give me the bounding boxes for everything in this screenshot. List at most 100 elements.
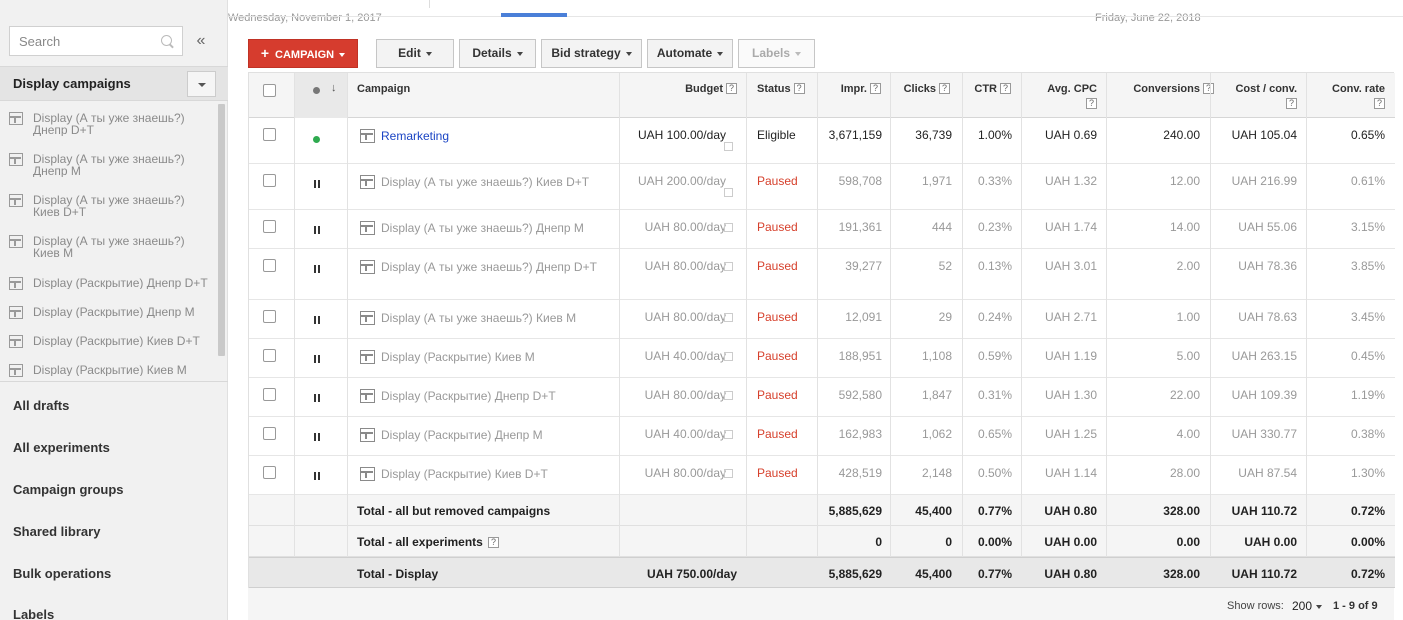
pause-icon[interactable] — [314, 394, 320, 402]
pause-icon[interactable] — [314, 180, 320, 188]
nav-all-experiments[interactable]: All experiments — [13, 440, 110, 455]
edit-budget-icon[interactable] — [724, 142, 733, 151]
cell-budget[interactable]: UAH 40.00/day — [644, 349, 726, 363]
row-checkbox[interactable] — [263, 388, 276, 401]
edit-budget-icon[interactable] — [724, 391, 733, 400]
row-checkbox[interactable] — [263, 427, 276, 440]
eligible-status-icon[interactable] — [313, 136, 320, 143]
campaign-icon — [9, 277, 23, 290]
edit-budget-icon[interactable] — [724, 188, 733, 197]
help-icon[interactable]: ? — [1086, 98, 1097, 109]
col-campaign[interactable]: Campaign — [357, 83, 410, 96]
campaign-name-link[interactable]: Display (А ты уже знаешь?) Днепр D+T — [381, 260, 597, 274]
cell-budget[interactable]: UAH 100.00/day — [637, 128, 726, 142]
pause-icon[interactable] — [314, 472, 320, 480]
help-icon[interactable]: ? — [726, 83, 737, 94]
sidebar-campaign-item[interactable]: Display (А ты уже знаешь?) Киев М — [9, 235, 214, 263]
edit-budget-icon[interactable] — [724, 352, 733, 361]
show-rows-select[interactable]: 200 — [1292, 599, 1323, 613]
sidebar-campaign-item[interactable]: Display (Раскрытие) Днепр D+T — [9, 277, 214, 291]
campaign-name-link[interactable]: Display (Раскрытие) Днепр М — [381, 428, 543, 442]
help-icon[interactable]: ? — [488, 537, 499, 548]
row-checkbox[interactable] — [263, 128, 276, 141]
campaign-name-link[interactable]: Display (Раскрытие) Киев D+T — [381, 467, 548, 481]
cell-budget[interactable]: UAH 40.00/day — [644, 427, 726, 441]
sidebar-campaign-item[interactable]: Display (Раскрытие) Киев D+T — [9, 335, 214, 349]
cell-budget[interactable]: UAH 80.00/day — [644, 310, 726, 324]
help-icon[interactable]: ? — [1374, 98, 1385, 109]
help-icon[interactable]: ? — [1286, 98, 1297, 109]
pause-icon[interactable] — [314, 355, 320, 363]
details-button[interactable]: Details — [459, 39, 536, 68]
bid-strategy-button[interactable]: Bid strategy — [541, 39, 642, 68]
row-checkbox[interactable] — [263, 174, 276, 187]
col-conversions[interactable]: Conversions? — [1104, 83, 1214, 96]
campaign-name-link[interactable]: Remarketing — [381, 129, 450, 143]
sidebar-campaign-item[interactable]: Display (А ты уже знаешь?) Днепр D+T — [9, 112, 214, 140]
new-campaign-button[interactable]: + CAMPAIGN — [248, 39, 358, 68]
row-checkbox[interactable] — [263, 220, 276, 233]
nav-bulk-operations[interactable]: Bulk operations — [13, 566, 112, 581]
row-checkbox[interactable] — [263, 466, 276, 479]
sidebar-scrollbar[interactable] — [218, 104, 225, 356]
col-clicks[interactable]: Clicks? — [894, 83, 950, 96]
col-conv-rate[interactable]: Conv. rate? — [1309, 83, 1385, 109]
campaign-name-link[interactable]: Display (А ты уже знаешь?) Киев М — [381, 311, 577, 325]
edit-budget-icon[interactable] — [724, 430, 733, 439]
cell-budget[interactable]: UAH 80.00/day — [644, 220, 726, 234]
section-title: Display campaigns — [0, 66, 228, 101]
labels-button[interactable]: Labels — [738, 39, 815, 68]
row-checkbox[interactable] — [263, 310, 276, 323]
help-icon[interactable]: ? — [939, 83, 950, 94]
pause-icon[interactable] — [314, 226, 320, 234]
help-icon[interactable]: ? — [793, 83, 805, 94]
campaign-name-link[interactable]: Display (Раскрытие) Днепр D+T — [381, 389, 556, 403]
col-status[interactable]: Status? — [757, 83, 805, 96]
help-icon[interactable]: ? — [1203, 83, 1214, 94]
pause-icon[interactable] — [314, 265, 320, 273]
sort-arrow-icon[interactable]: ↓ — [331, 82, 337, 94]
cell-budget[interactable]: UAH 80.00/day — [644, 388, 726, 402]
cell-budget[interactable]: UAH 80.00/day — [644, 259, 726, 273]
nav-campaign-groups[interactable]: Campaign groups — [13, 482, 124, 497]
pause-icon[interactable] — [314, 316, 320, 324]
campaign-name-link[interactable]: Display (Раскрытие) Киев М — [381, 350, 535, 364]
row-checkbox[interactable] — [263, 349, 276, 362]
edit-budget-icon[interactable] — [724, 313, 733, 322]
collapse-sidebar-button[interactable]: « — [196, 32, 206, 49]
status-sort-column[interactable] — [295, 73, 347, 118]
sidebar-campaign-item[interactable]: Display (Раскрытие) Киев М — [9, 364, 214, 378]
row-checkbox[interactable] — [263, 259, 276, 272]
show-rows-value: 200 — [1292, 599, 1313, 613]
sidebar-campaign-label: Display (А ты уже знаешь?) Киев М — [33, 235, 185, 260]
col-budget[interactable]: Budget? — [629, 83, 737, 96]
help-icon[interactable]: ? — [870, 83, 881, 94]
help-icon[interactable]: ? — [1000, 83, 1011, 94]
campaign-name-link[interactable]: Display (А ты уже знаешь?) Днепр М — [381, 221, 584, 235]
nav-shared-library[interactable]: Shared library — [13, 524, 101, 539]
automate-button[interactable]: Automate — [647, 39, 733, 68]
cell-status: Paused — [757, 220, 798, 234]
search-icon[interactable] — [161, 35, 172, 46]
cell-budget[interactable]: UAH 200.00/day — [637, 174, 726, 188]
campaign-name-link[interactable]: Display (А ты уже знаешь?) Киев D+T — [381, 175, 590, 189]
cell-conv: 22.00 — [1169, 388, 1200, 402]
pause-icon[interactable] — [314, 433, 320, 441]
col-ctr[interactable]: CTR? — [963, 83, 1011, 96]
col-impr[interactable]: Impr.? — [829, 83, 881, 96]
nav-all-drafts[interactable]: All drafts — [13, 398, 70, 413]
edit-budget-icon[interactable] — [724, 262, 733, 271]
col-avg-cpc[interactable]: Avg. CPC? — [1029, 83, 1097, 109]
sidebar-campaign-item[interactable]: Display (А ты уже знаешь?) Днепр М — [9, 153, 214, 181]
search-input[interactable] — [10, 27, 150, 55]
sidebar-campaign-item[interactable]: Display (А ты уже знаешь?) Киев D+T — [9, 194, 214, 222]
nav-labels[interactable]: Labels — [13, 607, 55, 620]
edit-budget-icon[interactable] — [724, 223, 733, 232]
cell-budget[interactable]: UAH 80.00/day — [644, 466, 726, 480]
sidebar-campaign-item[interactable]: Display (Раскрытие) Днепр М — [9, 306, 214, 320]
edit-budget-icon[interactable] — [724, 469, 733, 478]
section-dropdown-button[interactable] — [187, 71, 216, 97]
select-all-checkbox[interactable] — [263, 84, 276, 97]
col-cost-conv[interactable]: Cost / conv.? — [1219, 83, 1297, 109]
edit-button[interactable]: Edit — [376, 39, 454, 68]
